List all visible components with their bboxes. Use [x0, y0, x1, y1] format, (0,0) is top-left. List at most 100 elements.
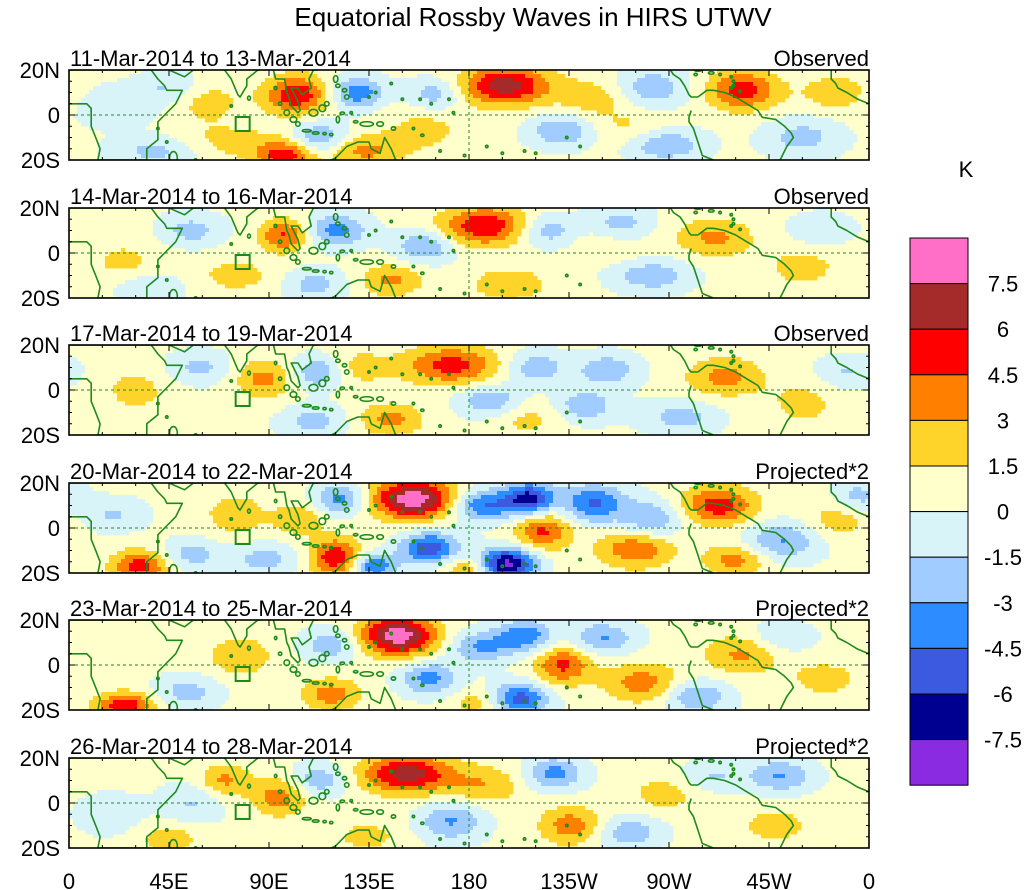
contour-cell: [229, 264, 234, 269]
contour-cell: [657, 154, 662, 159]
contour-cell: [141, 142, 146, 147]
contour-cell: [641, 154, 646, 159]
contour-cell: [809, 212, 814, 217]
contour-cell: [413, 284, 418, 289]
contour-cell: [313, 224, 318, 229]
contour-cell: [721, 94, 726, 99]
contour-cell: [821, 138, 826, 143]
contour-cell: [549, 86, 554, 91]
contour-cell: [625, 146, 630, 151]
contour-cell: [385, 236, 390, 241]
contour-cell: [593, 130, 598, 135]
contour-cell: [537, 232, 542, 237]
contour-cell: [289, 154, 294, 159]
contour-cell: [189, 236, 194, 241]
contour-cell: [809, 158, 814, 160]
contour-cell: [561, 232, 566, 237]
contour-cell: [437, 216, 442, 221]
contour-cell: [845, 102, 850, 107]
contour-cell: [545, 216, 550, 221]
contour-cell: [809, 90, 814, 95]
contour-cell: [141, 118, 146, 123]
contour-cell: [341, 208, 346, 213]
contour-cell: [373, 272, 378, 277]
island: [349, 248, 354, 253]
contour-cell: [553, 86, 558, 91]
contour-cell: [825, 130, 830, 135]
contour-cell: [177, 146, 182, 151]
contour-cell: [597, 86, 602, 91]
contour-cell: [561, 94, 566, 99]
contour-cell: [621, 232, 626, 237]
contour-cell: [793, 150, 798, 155]
contour-cell: [401, 126, 406, 131]
contour-cell: [421, 126, 426, 131]
contour-cell: [365, 90, 370, 95]
contour-cell: [513, 288, 518, 293]
contour-cell: [537, 224, 542, 229]
contour-cell: [397, 228, 402, 233]
contour-cell: [505, 86, 510, 91]
contour-cell: [677, 94, 682, 99]
contour-cell: [361, 240, 366, 245]
contour-cell: [533, 240, 538, 245]
contour-cell: [725, 228, 730, 233]
contour-cell: [401, 288, 406, 293]
contour-cell: [721, 78, 726, 83]
contour-cell: [497, 90, 502, 95]
contour-cell: [201, 244, 206, 249]
contour-cell: [365, 212, 370, 217]
contour-cell: [705, 130, 710, 135]
contour-cell: [121, 82, 126, 87]
contour-cell: [557, 236, 562, 241]
contour-cell: [177, 150, 182, 155]
contour-cell: [333, 284, 338, 289]
contour-cell: [665, 280, 670, 285]
contour-cell: [645, 74, 650, 79]
contour-cell: [465, 208, 470, 213]
contour-cell: [413, 260, 418, 265]
contour-cell: [833, 102, 838, 107]
contour-cell: [261, 106, 266, 111]
contour-cell: [357, 240, 362, 245]
contour-cell: [825, 240, 830, 245]
contour-cell: [797, 150, 802, 155]
contour-cell: [325, 134, 330, 139]
contour-cell: [533, 138, 538, 143]
contour-cell: [285, 276, 290, 281]
contour-cell: [157, 158, 162, 160]
contour-cell: [401, 248, 406, 253]
contour-cell: [505, 98, 510, 103]
contour-cell: [557, 114, 562, 119]
contour-cell: [833, 216, 838, 221]
contour-cell: [821, 236, 826, 241]
contour-cell: [705, 236, 710, 241]
contour-cell: [145, 122, 150, 127]
contour-cell: [169, 82, 174, 87]
contour-cell: [369, 106, 374, 111]
contour-cell: [265, 78, 270, 83]
figure-title: Equatorial Rossby Waves in HIRS UTWV: [294, 2, 772, 32]
contour-cell: [793, 154, 798, 159]
contour-cell: [433, 244, 438, 249]
contour-cell: [785, 150, 790, 155]
contour-cell: [821, 150, 826, 155]
contour-cell: [809, 82, 814, 87]
contour-cell: [141, 292, 146, 297]
contour-cell: [661, 130, 666, 135]
contour-cell: [481, 216, 486, 221]
contour-cell: [361, 82, 366, 87]
contour-cell: [133, 90, 138, 95]
contour-cell: [661, 272, 666, 277]
contour-cell: [237, 276, 242, 281]
contour-cell: [757, 134, 762, 139]
contour-cell: [409, 280, 414, 285]
contour-cell: [653, 74, 658, 79]
contour-cell: [249, 138, 254, 143]
contour-cell: [817, 260, 822, 265]
contour-cell: [565, 212, 570, 217]
contour-cell: [417, 74, 422, 79]
contour-cell: [145, 106, 150, 111]
island: [334, 221, 341, 227]
contour-cell: [77, 118, 82, 123]
